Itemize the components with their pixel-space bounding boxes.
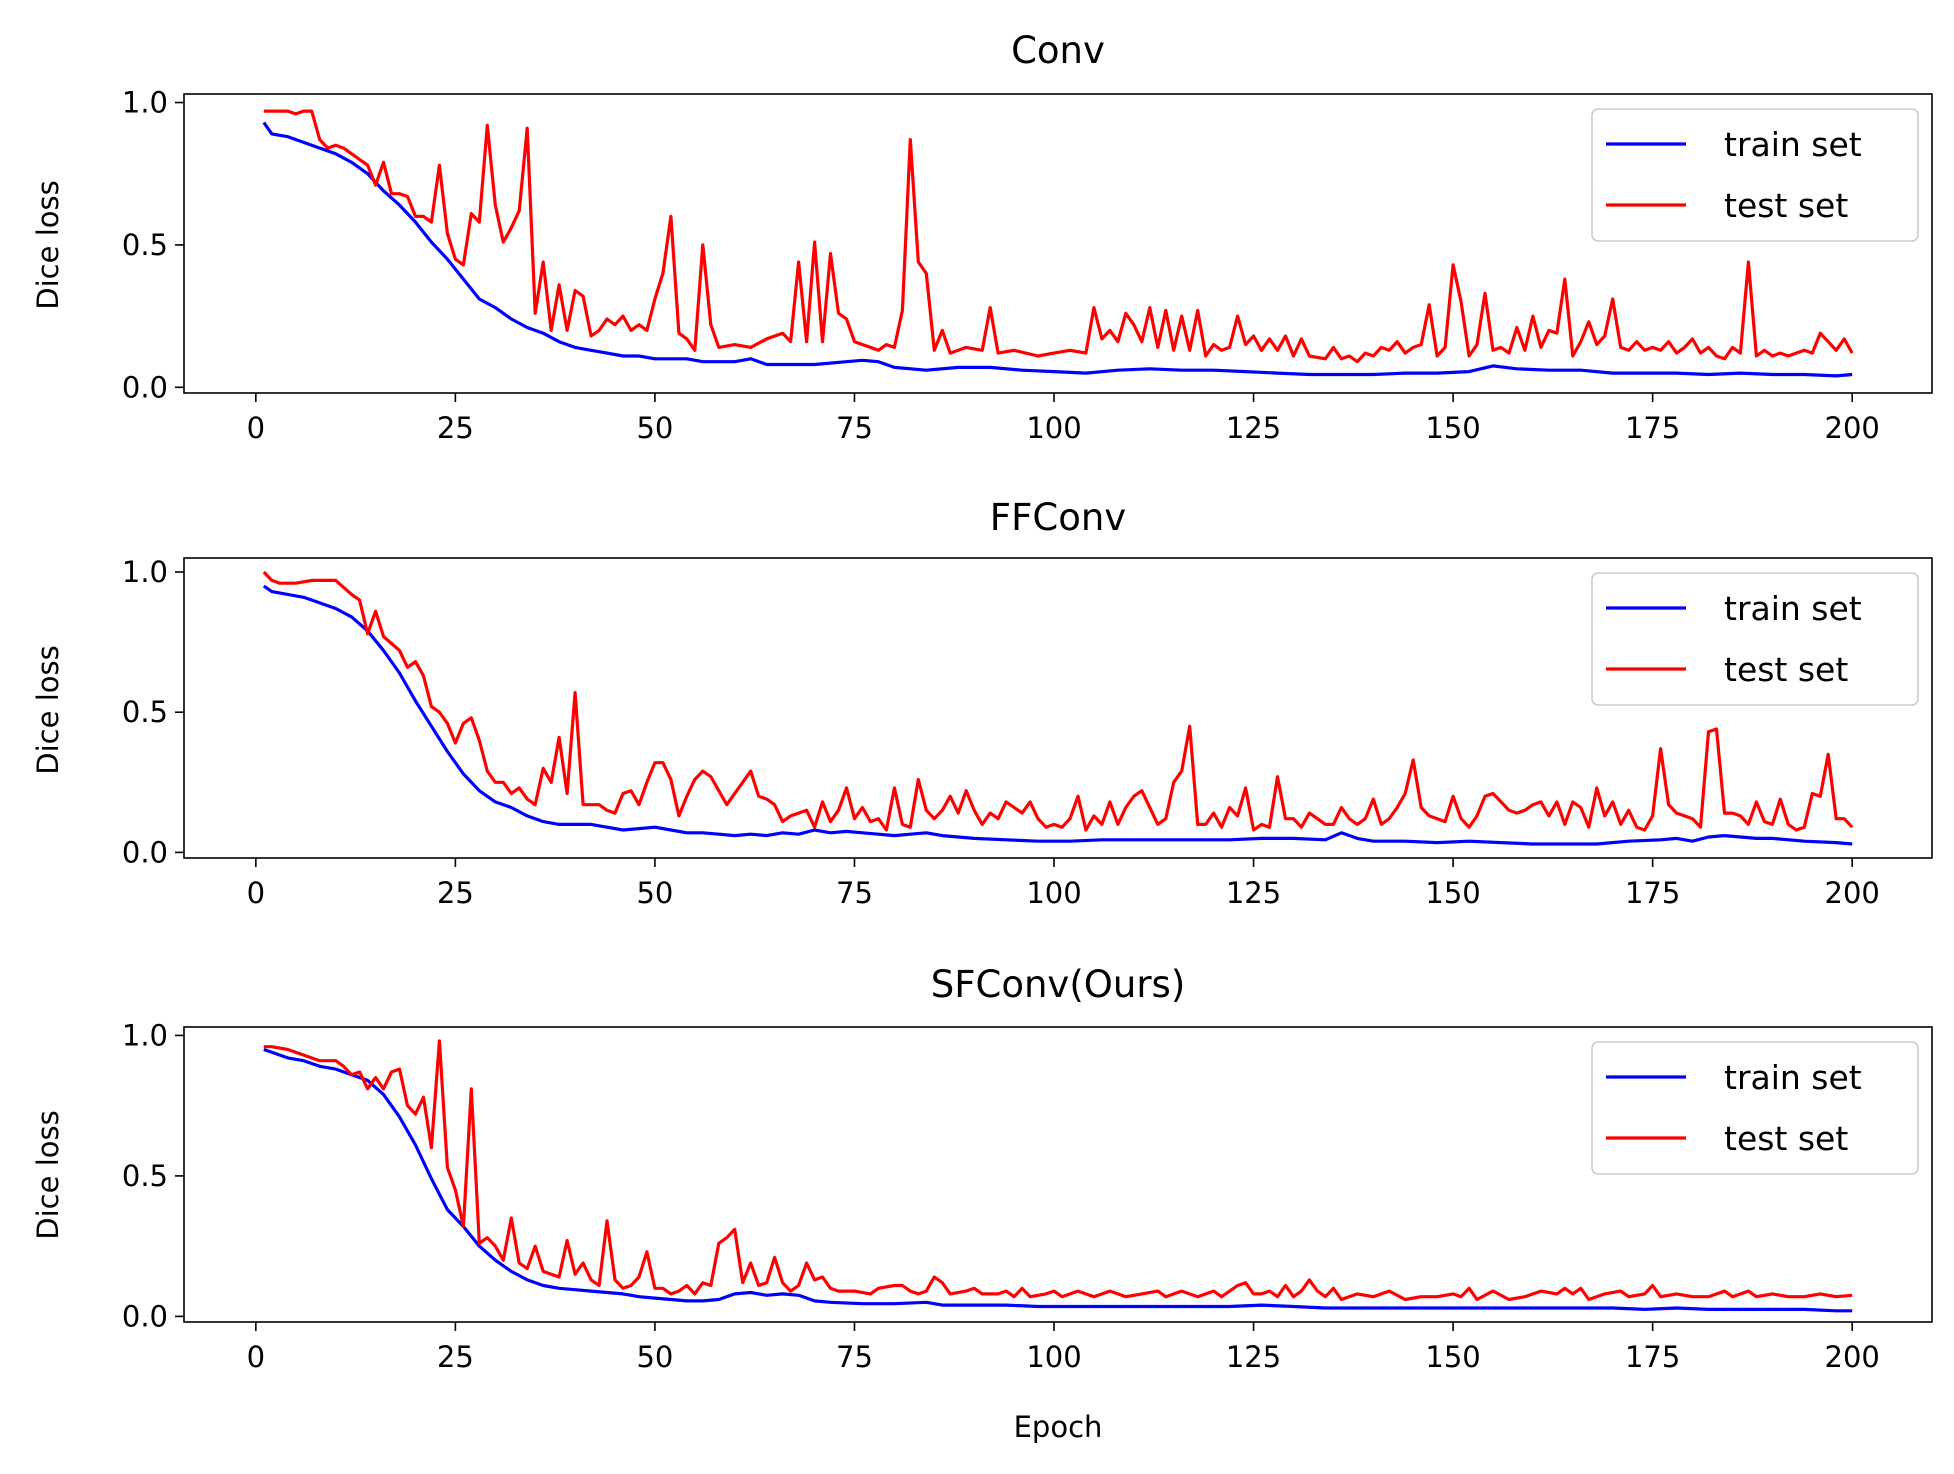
x-tick-label: 200 bbox=[1825, 876, 1880, 910]
axes-frame bbox=[183, 93, 1933, 394]
y-tick-label: 0.5 bbox=[122, 1159, 168, 1193]
x-tick-label: 25 bbox=[437, 876, 474, 910]
x-tick-label: 75 bbox=[836, 1340, 873, 1374]
y-tick-label: 0.0 bbox=[122, 370, 168, 404]
subplot-title: Conv bbox=[1011, 29, 1105, 72]
series-line-test-set bbox=[263, 1039, 1853, 1302]
legend-box bbox=[1591, 108, 1919, 242]
x-tick-label: 200 bbox=[1825, 1340, 1880, 1374]
x-tick-label: 100 bbox=[1026, 411, 1081, 445]
series-line-train-set bbox=[263, 1047, 1853, 1313]
x-tick-label: 175 bbox=[1625, 1340, 1680, 1374]
x-tick-label: 175 bbox=[1625, 876, 1680, 910]
legend-box bbox=[1591, 1041, 1919, 1175]
legend-label: test set bbox=[1724, 186, 1848, 225]
axes-frame bbox=[183, 557, 1933, 859]
x-tick-label: 200 bbox=[1825, 411, 1880, 445]
conv-subplot: Conv Dice loss 0 25 50 75 100 125 150 175 200 0.0… bbox=[31, 29, 1933, 445]
x-tick-label: 100 bbox=[1026, 876, 1081, 910]
legend-label: train set bbox=[1724, 589, 1862, 628]
x-tick-label: 150 bbox=[1425, 876, 1480, 910]
legend-label: test set bbox=[1724, 650, 1848, 689]
x-tick-label: 125 bbox=[1226, 1340, 1281, 1374]
x-tick-label: 75 bbox=[836, 876, 873, 910]
y-tick-label: 0.0 bbox=[122, 835, 168, 869]
y-tick-label: 0.5 bbox=[122, 695, 168, 729]
series-line-train-set bbox=[262, 584, 1853, 846]
x-tick-label: 50 bbox=[636, 1340, 673, 1374]
x-tick-label: 125 bbox=[1226, 411, 1281, 445]
y-axis-label: Dice loss bbox=[31, 1110, 65, 1239]
legend-label: train set bbox=[1724, 125, 1862, 164]
y-tick-label: 1.0 bbox=[122, 1018, 168, 1052]
x-tick-label: 125 bbox=[1226, 876, 1281, 910]
subplot-title: SFConv(Ours) bbox=[931, 963, 1186, 1006]
x-tick-label: 0 bbox=[247, 411, 265, 445]
series-line-test-set bbox=[263, 109, 1854, 364]
sfconv-subplot: SFConv(Ours) Dice loss Epoch 0 25 50 75 100 1… bbox=[31, 963, 1933, 1444]
legend-label: train set bbox=[1724, 1058, 1862, 1097]
y-axis-label: Dice loss bbox=[31, 645, 65, 774]
x-tick-label: 0 bbox=[247, 876, 265, 910]
legend-label: test set bbox=[1724, 1119, 1848, 1158]
ffconv-subplot: FFConv Dice loss 0 25 50 75 100 125 150 175 200 0… bbox=[31, 496, 1933, 910]
y-tick-label: 1.0 bbox=[122, 86, 168, 120]
y-axis-label: Dice loss bbox=[31, 180, 65, 309]
axes-frame bbox=[183, 1026, 1933, 1323]
series-line-train-set bbox=[262, 121, 1853, 378]
x-tick-label: 150 bbox=[1425, 411, 1480, 445]
x-tick-label: 25 bbox=[437, 411, 474, 445]
x-tick-label: 25 bbox=[437, 1340, 474, 1374]
x-axis-label: Epoch bbox=[1014, 1410, 1103, 1444]
x-tick-label: 150 bbox=[1425, 1340, 1480, 1374]
subplot-title: FFConv bbox=[990, 496, 1126, 539]
series-line-test-set bbox=[262, 570, 1854, 832]
x-tick-label: 175 bbox=[1625, 411, 1680, 445]
x-tick-label: 50 bbox=[636, 411, 673, 445]
y-tick-label: 1.0 bbox=[122, 555, 168, 589]
x-tick-label: 75 bbox=[836, 411, 873, 445]
y-tick-label: 0.0 bbox=[122, 1299, 168, 1333]
legend-box bbox=[1591, 572, 1919, 706]
x-tick-label: 0 bbox=[247, 1340, 265, 1374]
y-tick-label: 0.5 bbox=[122, 228, 168, 262]
x-tick-label: 50 bbox=[636, 876, 673, 910]
x-tick-label: 100 bbox=[1026, 1340, 1081, 1374]
